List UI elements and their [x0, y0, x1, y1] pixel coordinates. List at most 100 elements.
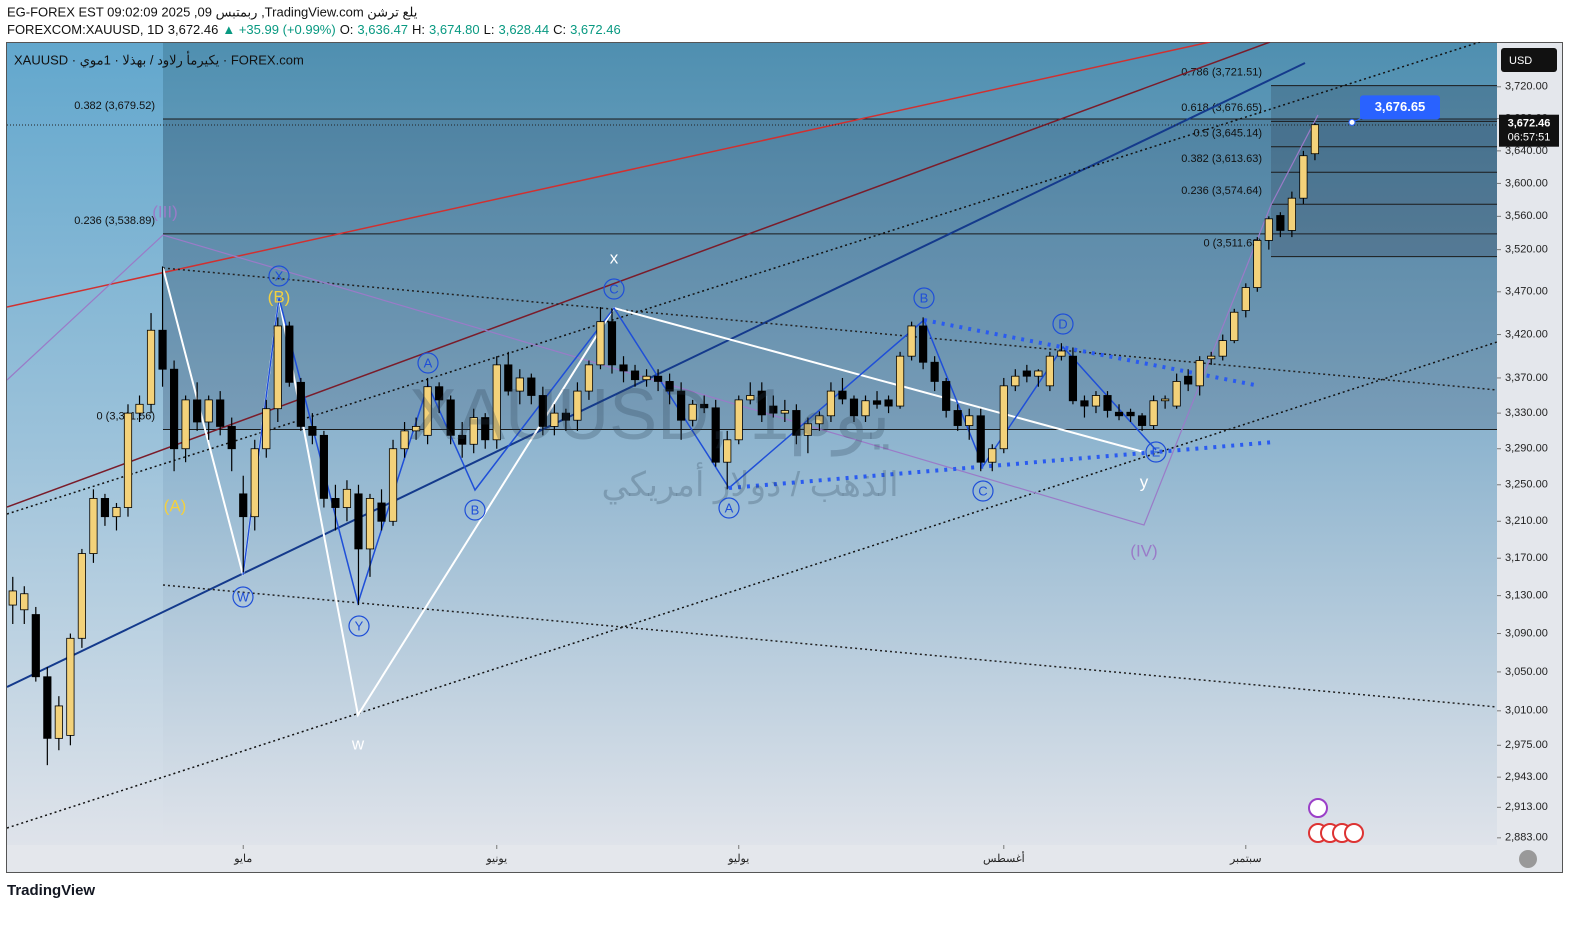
candle-body	[803, 423, 812, 436]
wave-label: x	[610, 248, 619, 267]
candle-body	[965, 415, 974, 426]
fib-label: 0.382 (3,679.52)	[74, 100, 155, 112]
candle-body	[1034, 370, 1043, 377]
watermark: XAUUSD, 1يوم	[409, 375, 891, 457]
wave-label: (IV)	[1130, 541, 1157, 560]
currency: USD	[1509, 55, 1532, 67]
alert-point	[1348, 118, 1356, 126]
candle-body	[769, 405, 778, 414]
fib-label: 0.236 (3,574.64)	[1181, 185, 1262, 197]
candle-body	[400, 430, 409, 450]
header-quote: FOREXCOM:XAUUSD, 1D 3,672.46 ▲ +35.99 (+0.…	[7, 22, 621, 37]
candle-body	[838, 390, 847, 400]
candle-body	[677, 390, 686, 421]
wave-label: A	[725, 500, 734, 515]
drawings	[7, 42, 1497, 829]
candle-body	[792, 410, 801, 436]
y-tick-label: 3,250.00	[1505, 479, 1548, 491]
wave-label: D	[1058, 316, 1067, 331]
candle-body	[273, 325, 282, 410]
wave-label-circle	[1145, 441, 1167, 463]
wave-label-circle	[1052, 313, 1074, 335]
y-tick-label: 3,330.00	[1505, 407, 1548, 419]
candle-body	[193, 399, 202, 423]
candle-body	[123, 412, 133, 508]
candle-body	[584, 364, 594, 392]
candle-body	[711, 407, 720, 463]
y-tick-label: 3,720.00	[1505, 81, 1548, 93]
wave-label-circle	[232, 586, 254, 608]
wave-label: w	[351, 734, 365, 753]
candle-body	[884, 399, 893, 407]
candle-body	[89, 498, 98, 554]
candle-body	[1264, 218, 1273, 241]
candle-body	[296, 381, 305, 427]
fib-zone	[163, 119, 1497, 430]
y-tick-label: 2,883.00	[1505, 832, 1548, 844]
candle-body	[1011, 375, 1020, 387]
wave-label-circle	[417, 352, 439, 374]
wave-line	[162, 267, 1145, 718]
candle-body	[849, 398, 859, 417]
price-axis	[1497, 42, 1563, 873]
axes: 3,720.003,680.003,640.003,600.003,560.00…	[233, 81, 1559, 865]
candle-body	[688, 403, 697, 421]
wave-label-circle	[464, 499, 486, 521]
candle-body	[100, 498, 110, 518]
candle-body	[1103, 395, 1112, 411]
candle-body	[31, 614, 40, 678]
candle-body	[999, 385, 1008, 450]
x-tick-label: يونيو	[485, 853, 507, 865]
wave-label-circle	[603, 278, 625, 300]
candle-body	[181, 399, 190, 450]
header-field: C:	[553, 22, 566, 37]
candle-body	[458, 434, 467, 445]
candle-body	[423, 386, 432, 436]
fib-label: 0.236 (3,538.89)	[74, 215, 155, 227]
candle-body	[20, 593, 29, 611]
wave-label: (A)	[164, 496, 187, 515]
fib-layer: 0.382 (3,679.52)0.236 (3,538.89)0 (3,311…	[74, 67, 1497, 430]
candle-body	[953, 410, 962, 426]
candle-body	[204, 399, 213, 423]
candle-body	[54, 705, 63, 739]
wave-label: C	[609, 281, 618, 296]
wave-label-circle	[972, 480, 994, 502]
y-tick-label: 3,370.00	[1505, 372, 1548, 384]
candle-body	[527, 377, 536, 396]
wave-label: B	[471, 502, 480, 517]
candle-body	[308, 426, 317, 436]
candle-body	[1207, 355, 1216, 360]
y-tick-label: 2,975.00	[1505, 739, 1548, 751]
candle-body	[723, 439, 732, 463]
candle-body	[1172, 381, 1181, 407]
candle-body	[170, 368, 179, 450]
candle-body	[826, 390, 836, 417]
plot-background-left	[7, 42, 163, 845]
candle-body	[550, 412, 559, 427]
header-field: 3,628.44	[498, 22, 549, 37]
y-tick-label: 3,520.00	[1505, 244, 1548, 256]
candle-body	[435, 386, 444, 401]
candle-body	[135, 403, 144, 414]
candle-body	[1126, 411, 1135, 417]
candles	[8, 122, 1320, 766]
triangle-line	[728, 440, 1276, 490]
candle-body	[1022, 370, 1031, 377]
candle-body	[377, 502, 386, 522]
candle-body	[907, 325, 916, 357]
legend: XAUUSD · يكيرمأ رلاود / بهذلا · 1موي · F…	[14, 50, 304, 68]
candle-body	[757, 390, 766, 416]
candle-body	[919, 325, 928, 363]
header-field: 3,672.46	[168, 22, 219, 37]
candle-body	[66, 637, 75, 736]
candle-body	[1310, 124, 1320, 155]
settings-button[interactable]	[1519, 850, 1537, 868]
candle-body	[895, 355, 905, 407]
candle-body	[216, 399, 225, 427]
candle-body	[1241, 287, 1250, 311]
currency-button[interactable]	[1501, 48, 1557, 72]
fib-label: 0.382 (3,613.63)	[1181, 153, 1262, 165]
dotted-line	[7, 341, 1497, 829]
